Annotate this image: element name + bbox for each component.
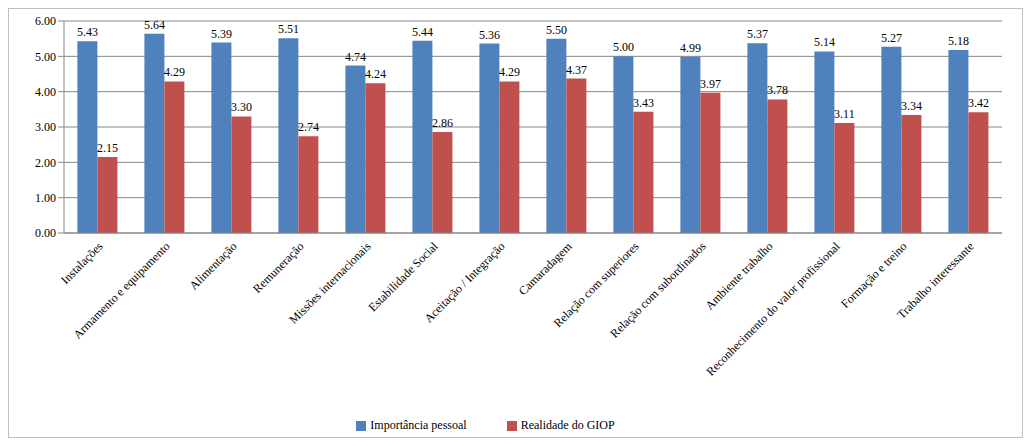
svg-text:3.30: 3.30 [231,100,252,114]
svg-text:Alimentação: Alimentação [186,239,239,292]
svg-text:5.14: 5.14 [814,35,835,49]
svg-text:5.51: 5.51 [278,22,299,36]
svg-text:Relação com subordinados: Relação com subordinados [607,239,709,341]
svg-text:3.42: 3.42 [968,96,989,110]
svg-text:4.74: 4.74 [345,50,366,64]
svg-text:5.36: 5.36 [479,28,500,42]
svg-text:4.00: 4.00 [35,85,56,99]
svg-text:3.97: 3.97 [700,77,721,91]
svg-text:5.00: 5.00 [613,40,634,54]
svg-text:Aceitação / Integração: Aceitação / Integração [421,239,507,325]
svg-text:5.44: 5.44 [412,25,433,39]
svg-text:3.00: 3.00 [35,120,56,134]
svg-text:2.00: 2.00 [35,156,56,170]
svg-text:1.00: 1.00 [35,191,56,205]
svg-text:Instalações: Instalações [58,239,106,287]
svg-text:Remuneração: Remuneração [250,239,307,296]
svg-text:Formação e treino: Formação e treino [838,239,910,311]
svg-text:5.37: 5.37 [747,27,768,41]
svg-text:4.29: 4.29 [499,65,520,79]
html-text:Importância pessoal: Importância pessoal [370,418,467,432]
svg-text:Relação com superiores: Relação com superiores [550,239,642,331]
svg-text:5.18: 5.18 [948,34,969,48]
svg-text:3.11: 3.11 [834,107,855,121]
svg-text:0.00: 0.00 [35,226,56,240]
svg-text:3.43: 3.43 [633,96,654,110]
html-text:Realidade do GIOP: Realidade do GIOP [520,418,615,432]
svg-text:2.15: 2.15 [97,141,118,155]
svg-text:4.24: 4.24 [365,67,386,81]
svg-text:5.50: 5.50 [546,23,567,37]
svg-text:5.43: 5.43 [77,25,98,39]
svg-text:4.37: 4.37 [566,63,587,77]
svg-text:4.99: 4.99 [680,41,701,55]
svg-text:Ambiente trabalho: Ambiente trabalho [702,239,775,312]
svg-text:Trabalho interessante: Trabalho interessante [894,239,976,321]
svg-text:Reconhecimento do valor profis: Reconhecimento do valor profissional [703,239,843,379]
svg-text:Camaradagem: Camaradagem [516,239,575,298]
svg-text:5.27: 5.27 [881,31,902,45]
svg-text:5.64: 5.64 [144,18,165,32]
svg-text:5.39: 5.39 [211,27,232,41]
svg-text:3.34: 3.34 [901,99,922,113]
svg-text:2.86: 2.86 [432,116,453,130]
svg-text:Missões internacionais: Missões internacionais [286,239,374,327]
svg-text:6.00: 6.00 [35,14,56,28]
svg-text:5.00: 5.00 [35,50,56,64]
svg-text:Estabilidade Social: Estabilidade Social [365,239,441,315]
svg-text:4.29: 4.29 [164,65,185,79]
svg-text:Armamento e equipamento: Armamento e equipamento [70,239,172,341]
svg-text:3.78: 3.78 [767,83,788,97]
svg-text:2.74: 2.74 [298,120,319,134]
